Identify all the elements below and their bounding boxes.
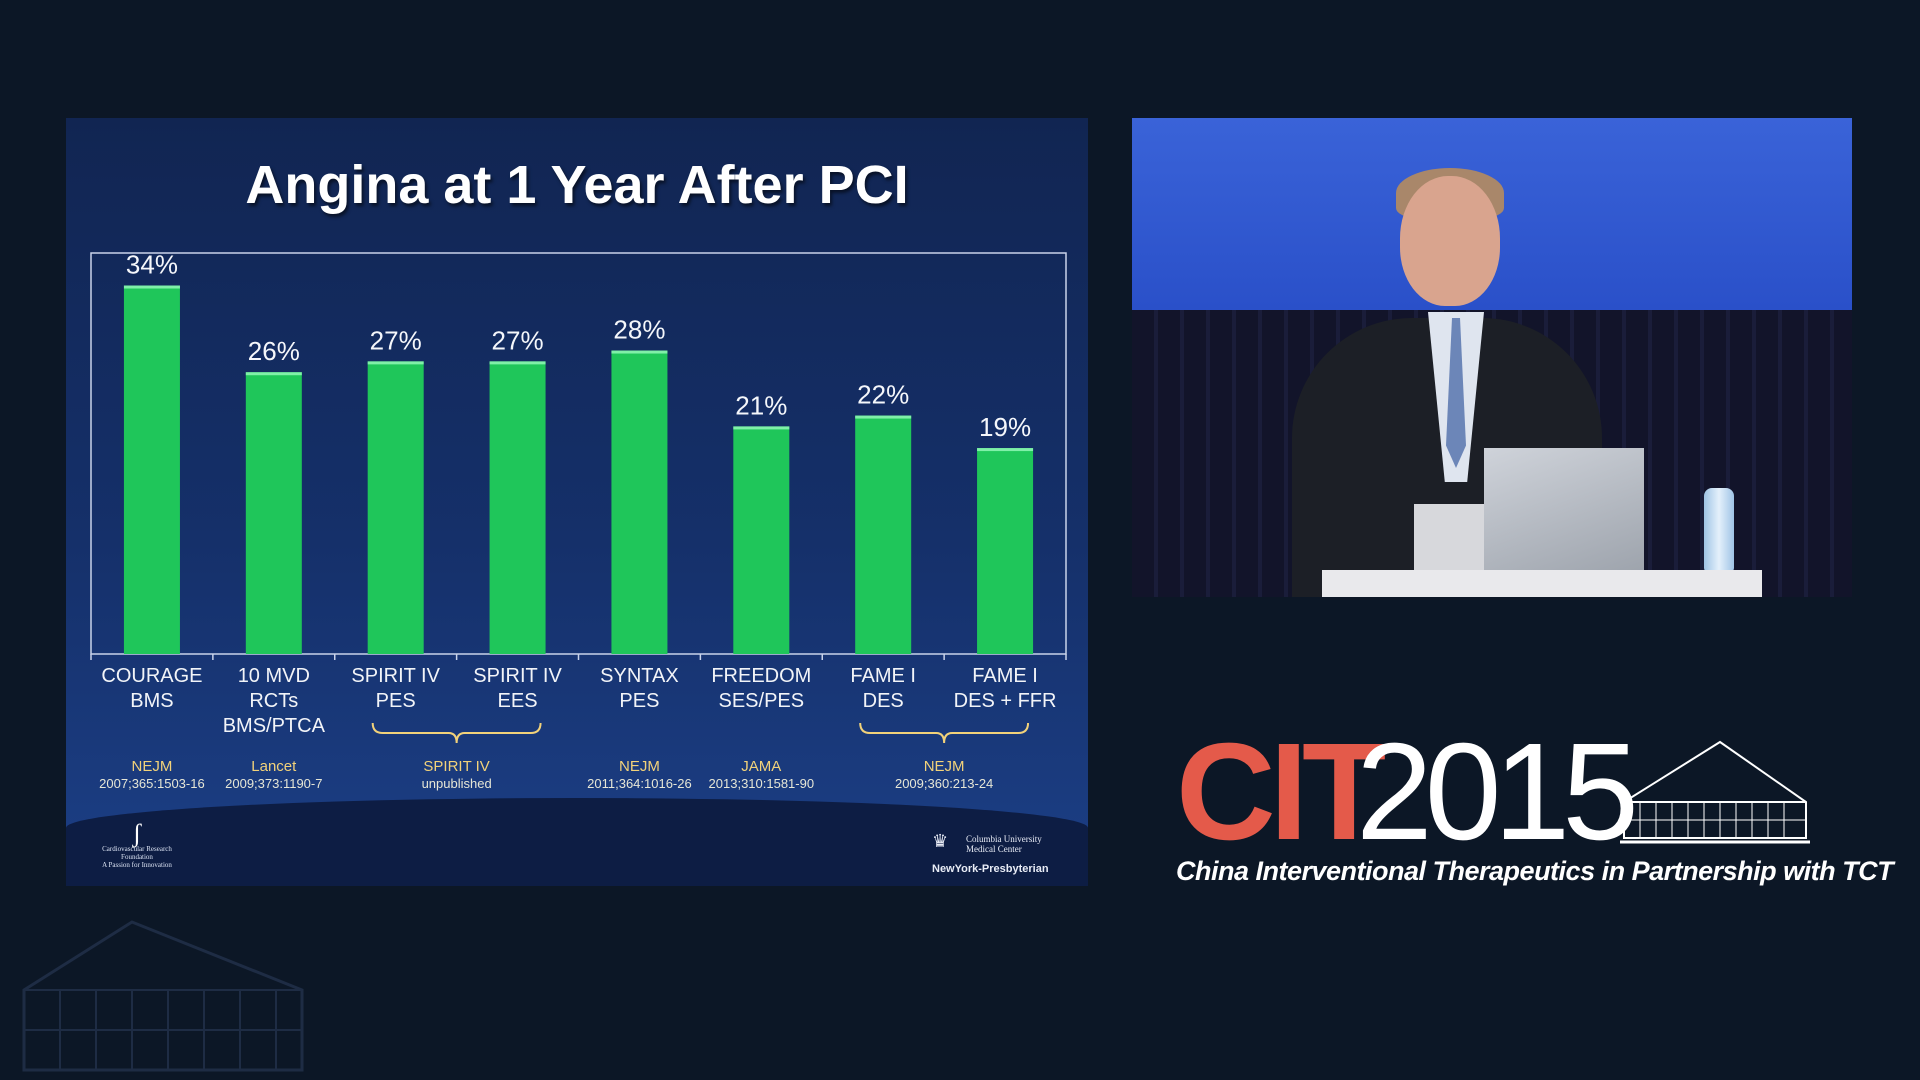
reference-bracket-5 [859,722,1030,744]
crf-logo-line-1: Cardiovascular Research [102,845,172,853]
bar-5 [733,426,790,654]
crf-logo-line-2: Foundation [121,853,153,861]
value-label-1: 26% [248,336,300,366]
podium-device [1414,504,1488,570]
category-label-0-1: BMS [130,690,173,712]
reference-citation-0: 2007;365:1503-16 [99,776,205,791]
bar-highlight-7 [977,448,1034,452]
water-bottle [1704,488,1734,572]
reference-bracket-2 [371,722,542,744]
category-label-7-0: FAME I [972,665,1038,687]
slide-footer-band [66,798,1088,886]
category-label-2-0: SPIRIT IV [351,665,440,687]
cit-year: 2015 [1356,715,1639,869]
category-label-1-0: 10 MVD [238,665,310,687]
cit-tagline: China Interventional Therapeutics in Par… [1176,856,1894,886]
category-label-5-1: SES/PES [719,690,805,712]
bar-chart: 34% COURAGE BMS 26% 10 MVD RCTs BMS/PTCA 27% SPI… [90,250,1067,791]
cit-logo: CIT 2015 China Interventional Therapeuti… [1176,715,1894,892]
bar-6 [855,415,912,654]
category-label-6-0: FAME I [850,665,916,687]
bar-highlight-3 [489,361,546,365]
speaker-video [1132,118,1852,597]
value-label-5: 21% [735,390,787,420]
podium [1322,570,1762,597]
crf-logo: ʃ Cardiovascular Research Foundation A P… [82,819,192,870]
corner-building-watermark [22,920,304,1072]
category-label-4-1: PES [619,690,659,712]
presentation-slide: Angina at 1 Year After PCI 34% COURAGE BMS… [66,118,1088,886]
category-label-1-1: RCTs [249,690,298,712]
value-label-3: 27% [492,325,544,355]
columbia-text: Columbia University Medical Center [966,834,1042,854]
category-label-2-1: PES [376,690,416,712]
reference-journal-5: NEJM [924,758,965,775]
crown-icon: ♛ [932,831,949,851]
reference-citation-3: 2011;364:1016-26 [587,776,692,791]
slide-title: Angina at 1 Year After PCI [245,155,909,215]
building-icon [1620,740,1810,844]
bar-0 [123,285,180,654]
crf-swirl-icon: ʃ [132,819,142,848]
nyp-logo-text: NewYork-Presbyterian [932,863,1049,875]
bar-highlight-4 [611,350,668,354]
reference-journal-4: JAMA [741,758,781,775]
laptop [1484,448,1644,570]
category-label-5-0: FREEDOM [711,665,811,687]
bar-4 [611,350,668,654]
bar-7 [977,448,1034,654]
reference-citation-1: 2009;373:1190-7 [225,776,322,791]
category-label-4-0: SYNTAX [600,665,679,687]
bar-2 [367,361,424,654]
columbia-line-1: Columbia University [966,834,1042,844]
value-label-4: 28% [613,315,665,345]
reference-journal-2: SPIRIT IV [423,758,489,775]
reference-journal-3: NEJM [619,758,660,775]
reference-citation-4: 2013;310:1581-90 [709,776,815,791]
reference-journal-0: NEJM [132,758,173,775]
value-label-6: 22% [857,380,909,410]
speaker-tie [1446,318,1466,468]
reference-journal-1: Lancet [251,758,297,775]
value-label-0: 34% [126,250,178,280]
speaker-head [1400,176,1500,306]
category-label-7-1: DES + FFR [954,690,1057,712]
bar-highlight-5 [733,426,790,430]
plot-frame [90,252,1067,655]
value-label-7: 19% [979,412,1031,442]
reference-citation-2: unpublished [422,776,492,791]
cit-letters: CIT [1176,715,1386,869]
bar-highlight-0 [123,285,180,289]
category-label-3-1: EES [498,690,538,712]
bar-highlight-2 [367,361,424,365]
category-label-6-1: DES [863,690,904,712]
category-label-1-2: BMS/PTCA [223,715,326,737]
reference-citation-5: 2009;360:213-24 [895,776,993,791]
bar-3 [489,361,546,654]
crf-logo-line-3: A Passion for Innovation [102,861,172,869]
value-label-2: 27% [370,325,422,355]
bar-highlight-6 [855,415,912,419]
bar-1 [245,372,302,654]
category-label-3-0: SPIRIT IV [473,665,562,687]
category-label-0-0: COURAGE [101,665,202,687]
columbia-line-2: Medical Center [966,844,1022,854]
bar-highlight-1 [245,372,302,376]
